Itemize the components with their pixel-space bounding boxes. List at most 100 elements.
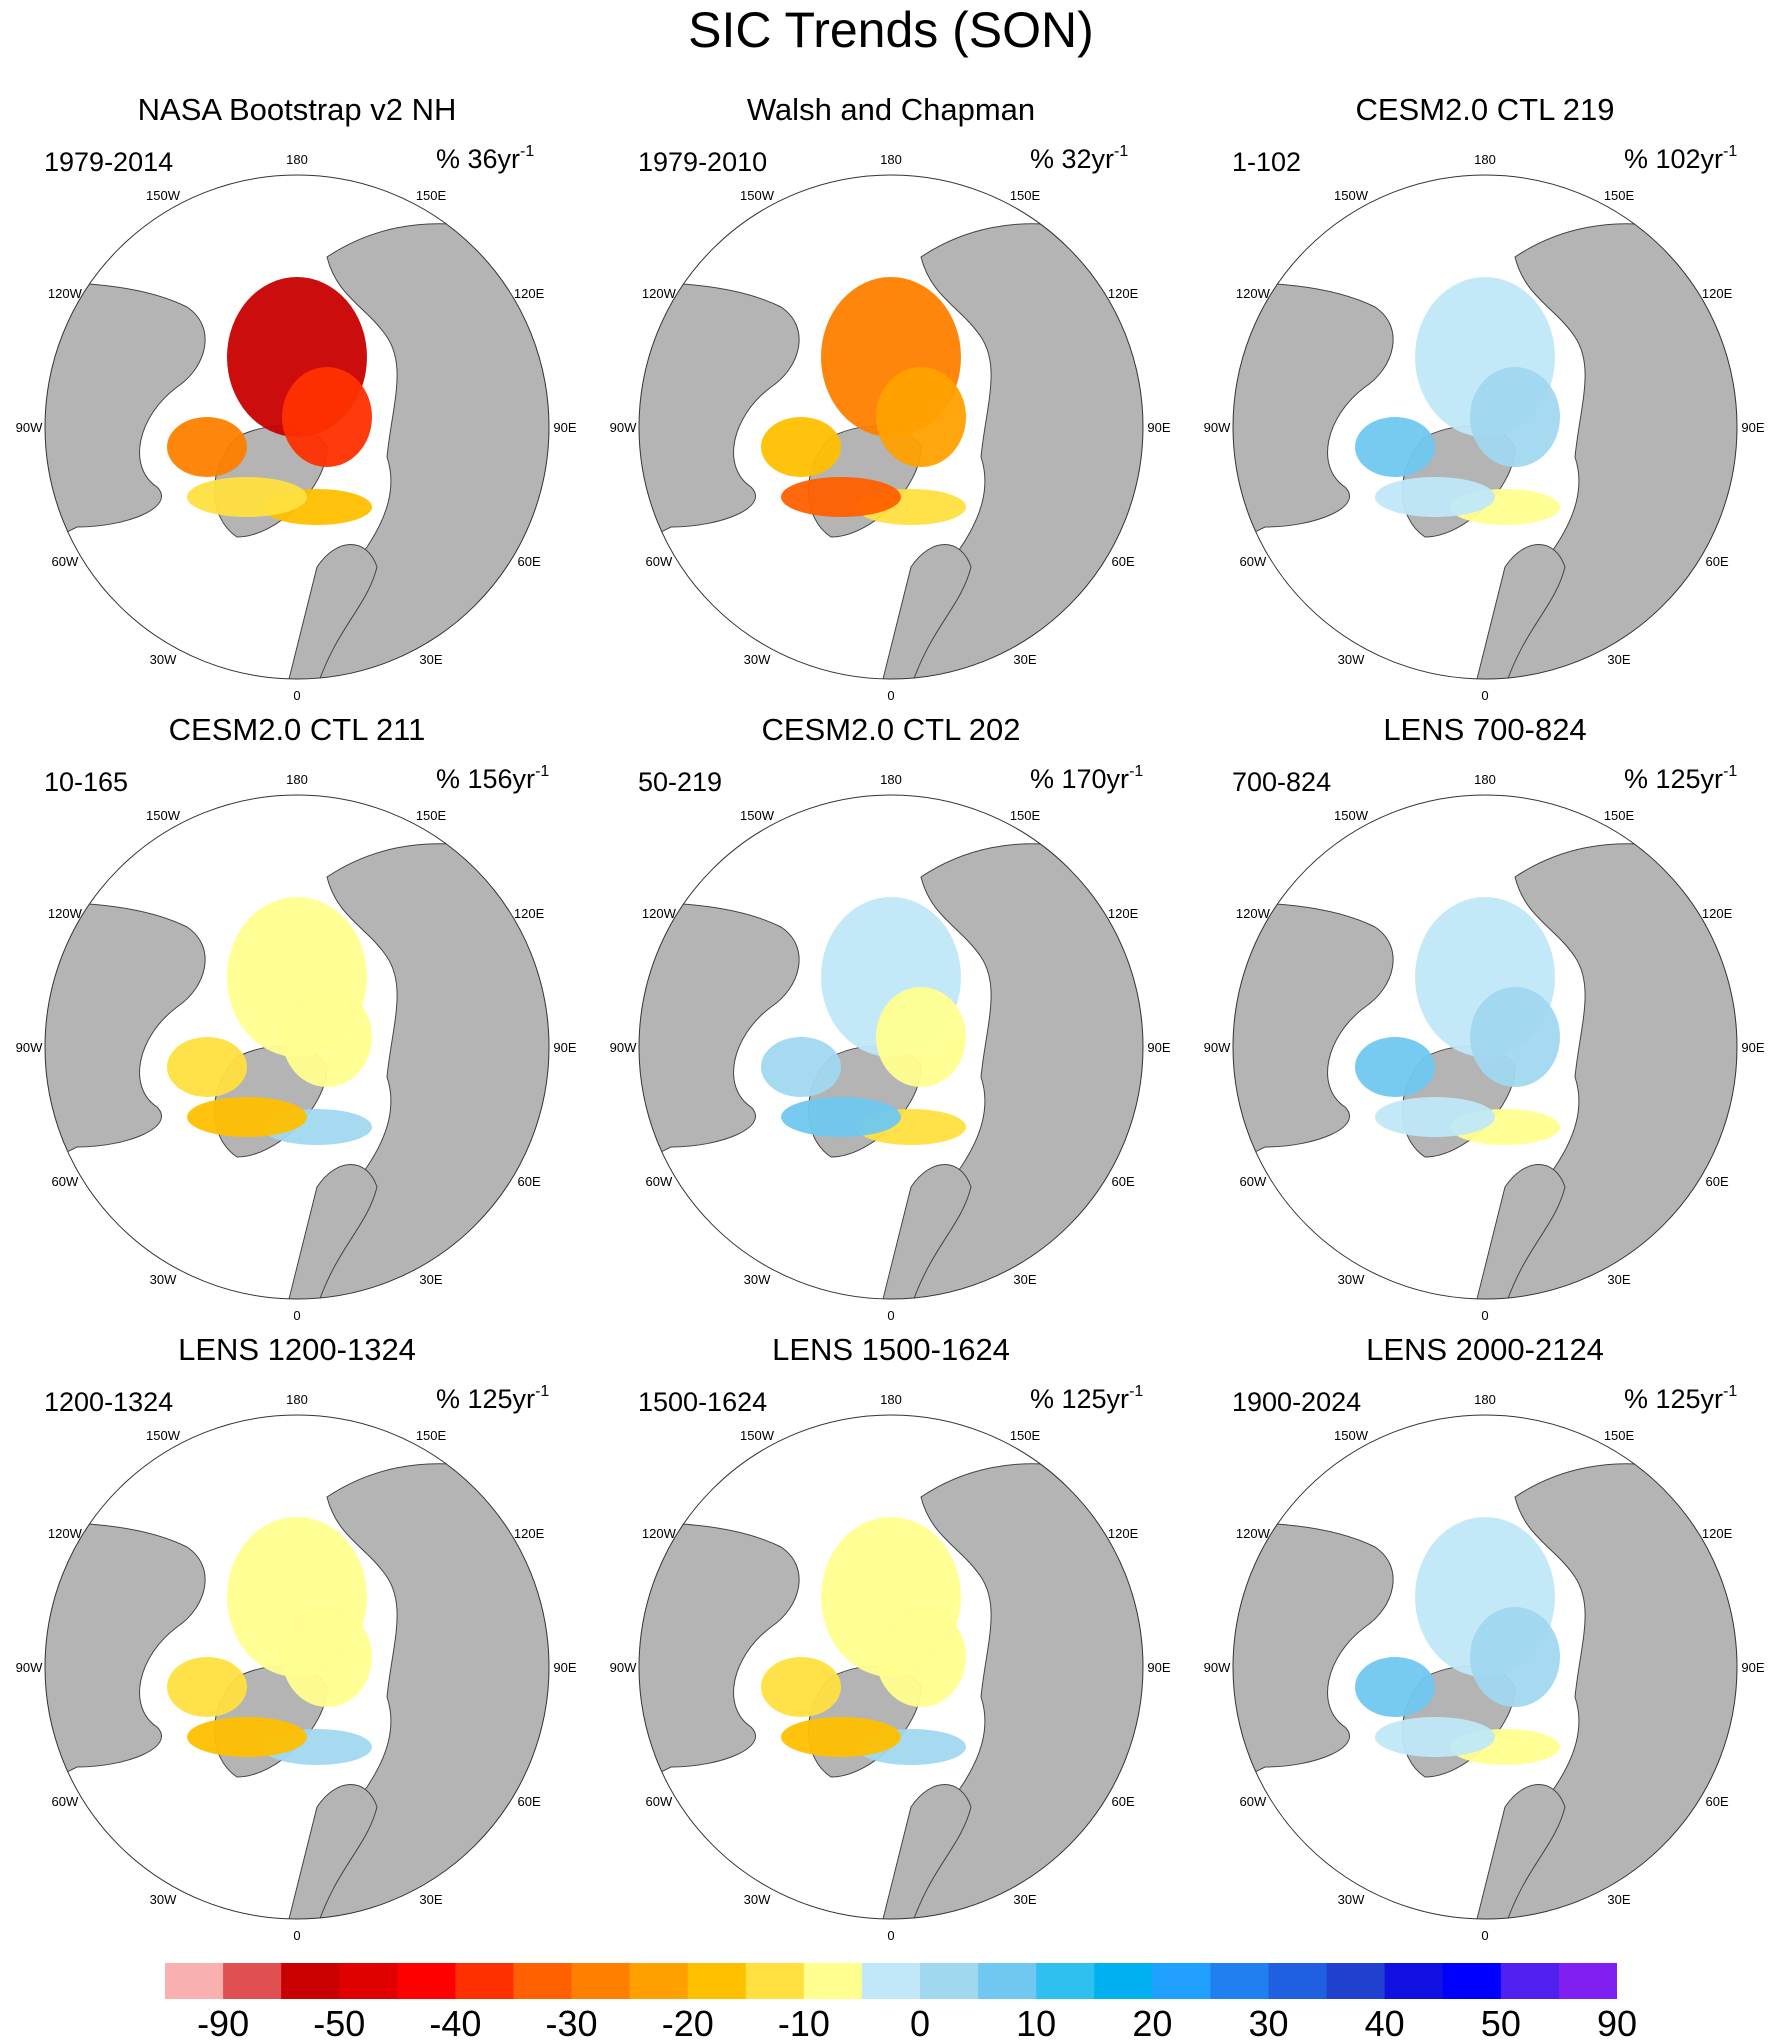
map-panel: 180 150E 120E 90E 60E 30E 0 30W 60W 90W 120W 150W CE… [594,620,1188,1320]
panel-rate: % 156yr-1 [436,758,549,795]
sic-trend-region [282,367,372,467]
colorbar-label: 40 [1364,2003,1405,2044]
longitude-label: 120W [642,1526,677,1541]
sic-trend-region [1470,1607,1560,1707]
rate-exponent: -1 [520,143,535,160]
sic-trend-region [1470,367,1560,467]
colorbar-label: -90 [197,2003,250,2044]
longitude-label: 30W [1338,1272,1365,1287]
longitude-label: 0 [887,1928,894,1940]
panel-period: 1-102 [1232,147,1302,177]
sic-trend-region [1375,1717,1495,1757]
longitude-label: 120E [514,906,545,921]
longitude-label: 30W [1338,652,1365,667]
longitude-label: 0 [1481,1928,1488,1940]
longitude-label: 60W [1240,1174,1267,1189]
longitude-label: 90W [16,1040,43,1055]
longitude-label: 150W [740,808,775,823]
polar-map: 180 150E 120E 90E 60E 30E 0 30W 60W 90W 120W 150W [1204,152,1765,700]
colorbar-swatch [1500,1963,1560,1999]
longitude-label: 90E [553,420,576,435]
longitude-label: 30W [744,652,771,667]
sic-trend-region [1470,987,1560,1087]
panel-period: 1900-2024 [1232,1387,1362,1417]
longitude-label: 60W [646,1794,673,1809]
longitude-label: 90W [1204,1660,1231,1675]
longitude-label: 60E [1112,554,1135,569]
longitude-label: 30W [744,1272,771,1287]
longitude-label: 90E [1147,420,1170,435]
colorbar-swatch [571,1963,631,1999]
colorbar-swatch [1210,1963,1270,1999]
longitude-label: 150E [1604,188,1635,203]
longitude-label: 90E [553,1660,576,1675]
longitude-label: 30E [419,652,442,667]
colorbar-label: 20 [1132,2003,1173,2044]
longitude-label: 150E [1604,808,1635,823]
longitude-label: 0 [887,688,894,700]
longitude-label: 120E [1108,906,1139,921]
colorbar-swatch [920,1963,979,1999]
polar-map: 180 150E 120E 90E 60E 30E 0 30W 60W 90W 120W 150W [16,152,577,700]
sic-trend-region [876,1607,966,1707]
polar-map: 180 150E 120E 90E 60E 30E 0 30W 60W 90W 120W 150W [610,772,1171,1320]
colorbar-swatch [339,1963,398,1999]
longitude-label: 0 [293,688,300,700]
colorbar-swatch [687,1963,747,1999]
panel-rate: % 102yr-1 [1624,138,1737,175]
longitude-label: 90W [610,1040,637,1055]
longitude-label: 180 [1474,152,1496,167]
longitude-label: 0 [293,1928,300,1940]
colorbar-label: 30 [1248,2003,1289,2044]
panel-title: CESM2.0 CTL 219 [1355,92,1615,127]
longitude-label: 60E [1706,554,1729,569]
sic-trend-region [187,1717,307,1757]
sic-trend-region [781,1717,901,1757]
sic-trend-region [761,1037,841,1097]
longitude-label: 150E [1010,808,1041,823]
colorbar-swatch [223,1963,282,1999]
colorbar-swatch [1442,1963,1502,1999]
longitude-label: 120W [1236,1526,1271,1541]
longitude-label: 180 [286,772,308,787]
longitude-label: 60E [518,1794,541,1809]
longitude-label: 60W [1240,554,1267,569]
rate-text: % 125yr [436,1384,536,1414]
longitude-label: 120W [1236,286,1271,301]
colorbar-label: 90 [1596,2003,1638,2044]
colorbar-swatch [165,1963,224,1999]
panel-period: 1500-1624 [638,1387,768,1417]
longitude-label: 120W [48,286,83,301]
longitude-label: 120E [514,286,545,301]
sic-trend-region [282,987,372,1087]
longitude-label: 30E [1607,1892,1630,1907]
colorbar-label: -20 [661,2003,714,2044]
longitude-label: 120W [48,1526,83,1541]
longitude-label: 90W [610,1660,637,1675]
longitude-label: 90E [1741,1040,1764,1055]
longitude-label: 0 [1481,688,1488,700]
colorbar-label: -40 [429,2003,482,2044]
panel-rate: % 125yr-1 [1030,1378,1143,1415]
longitude-label: 90E [1741,420,1764,435]
colorbar-swatch [1384,1963,1444,1999]
longitude-label: 120W [642,906,677,921]
map-panel: 180 150E 120E 90E 60E 30E 0 30W 60W 90W 120W 150W NA… [0,0,594,700]
sic-trend-region [761,417,841,477]
sic-trend-region [1375,477,1495,517]
longitude-label: 120E [1108,1526,1139,1541]
longitude-label: 150W [146,808,181,823]
longitude-label: 150E [416,1428,447,1443]
longitude-label: 90W [16,1660,43,1675]
panel-title: LENS 1200-1324 [178,1332,416,1367]
rate-exponent: -1 [535,1383,550,1400]
sic-trend-region [187,477,307,517]
longitude-label: 90E [1147,1660,1170,1675]
longitude-label: 150W [1334,808,1369,823]
sic-trend-region [1375,1097,1495,1137]
panel-rate: % 170yr-1 [1030,758,1143,795]
map-panel: 180 150E 120E 90E 60E 30E 0 30W 60W 90W 120W 150W LE… [1188,620,1782,1320]
longitude-label: 120E [1108,286,1139,301]
panel-period: 50-219 [638,767,723,797]
rate-exponent: -1 [1129,1383,1144,1400]
